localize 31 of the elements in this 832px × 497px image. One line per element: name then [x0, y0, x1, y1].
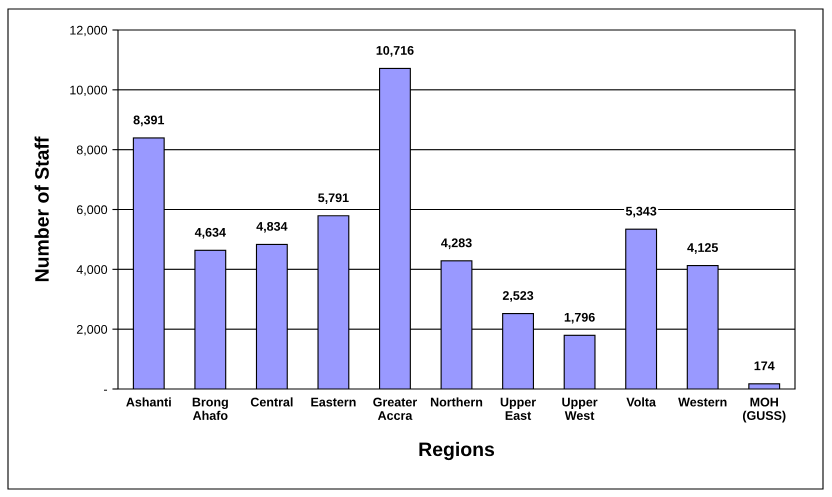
- data-label: 8,391: [134, 116, 164, 126]
- x-tick-label: Upper West: [562, 398, 598, 420]
- y-tick-label: 12,000: [70, 26, 108, 36]
- data-label: 5,343: [626, 206, 656, 218]
- data-label: 2,523: [502, 291, 534, 302]
- x-tick-label: Western: [678, 398, 726, 407]
- x-tick-label: Northern: [430, 397, 482, 407]
- data-label: 4,834: [256, 222, 288, 233]
- y-axis-title: Number of Staff: [34, 136, 49, 282]
- x-tick-label: Upper East: [500, 398, 536, 420]
- y-tick-label: 2,000: [76, 324, 108, 336]
- y-tick-label: -: [104, 390, 108, 391]
- x-tick-label: MOH (GUSS): [742, 398, 786, 422]
- y-tick-label: 10,000: [70, 86, 108, 96]
- data-label: 1,796: [564, 312, 595, 324]
- x-tick-label: Volta: [626, 397, 656, 407]
- x-tick-label: Greater Accra: [373, 398, 417, 420]
- x-tick-label: Ashanti: [126, 397, 171, 407]
- y-tick-label: 4,000: [76, 265, 108, 276]
- x-tick-label: Central: [250, 397, 293, 407]
- y-tick-label: 8,000: [76, 145, 108, 156]
- data-label: 4,125: [687, 243, 718, 254]
- y-tick-label: 6,000: [76, 205, 108, 216]
- data-label: 4,283: [441, 238, 472, 250]
- data-label: 5,791: [318, 193, 349, 204]
- data-label: 174: [754, 361, 775, 370]
- data-label: 10,716: [376, 46, 414, 57]
- x-tick-label: Eastern: [311, 398, 356, 407]
- data-label: 4,634: [194, 228, 226, 239]
- x-axis-title: Regions: [419, 442, 494, 460]
- x-tick-label: Brong Ahafo: [192, 398, 228, 420]
